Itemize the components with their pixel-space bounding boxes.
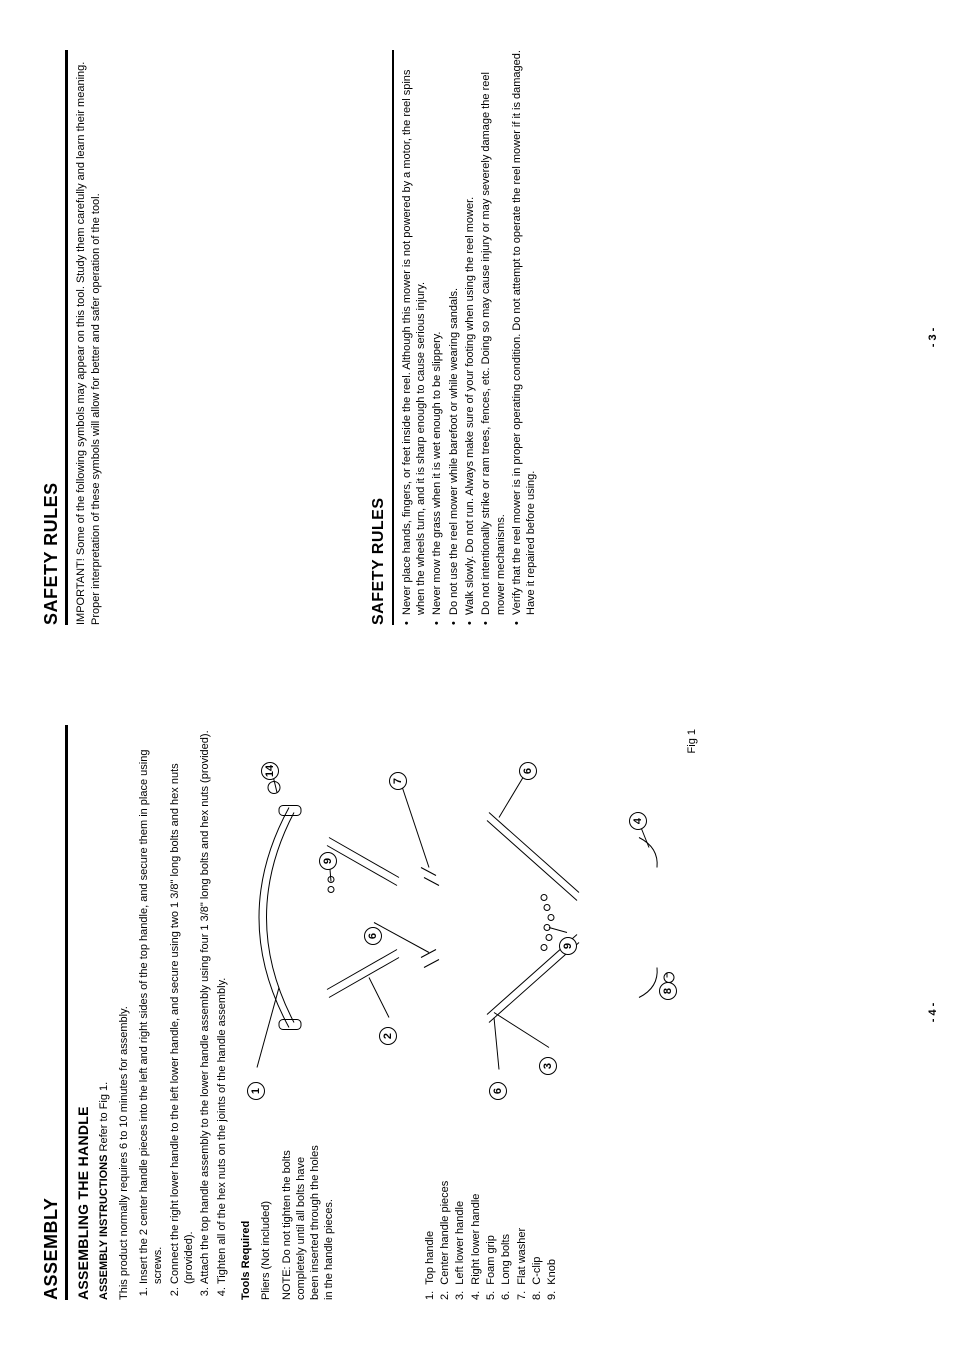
callout-1: 1 <box>247 1082 265 1100</box>
assembly-step: Tighten all of the hex nuts on the joint… <box>215 725 229 1284</box>
part-item: 2. Center handle pieces <box>438 1140 452 1300</box>
figure-column: 1 14 9 2 6 7 6 6 3 9 4 8 Fig 1 <box>239 725 699 1130</box>
callout-6: 6 <box>489 1082 507 1100</box>
callout-9: 9 <box>319 852 337 870</box>
assembly-step: Insert the 2 center handle pieces into t… <box>137 725 166 1284</box>
callout-9: 9 <box>559 937 577 955</box>
assembly-step: Attach the top handle assembly to the lo… <box>198 725 212 1284</box>
tools-and-figure-row: Tools Required Pliers (Not included) NOT… <box>239 725 699 1300</box>
assembly-step: Connect the right lower handle to the le… <box>168 725 197 1284</box>
part-item: 9. Knob <box>545 1140 559 1300</box>
assembly-instructions-ref: Refer to Fig 1. <box>98 1082 110 1155</box>
safety-intro: IMPORTANT! Some of the following symbols… <box>74 50 103 625</box>
safety-bullet: Do not use the reel mower while barefoot… <box>447 50 461 625</box>
assembling-handle-subhead: ASSEMBLING THE HANDLE <box>74 725 92 1300</box>
callout-2: 2 <box>379 1027 397 1045</box>
tools-column: Tools Required Pliers (Not included) NOT… <box>239 1140 699 1300</box>
safety-bullet: Verify that the reel mower is in proper … <box>510 50 539 625</box>
safety-bullet: Do not intentionally strike or ram trees… <box>479 50 508 625</box>
safety-bullet: Walk slowly. Do not run. Always make sur… <box>463 50 477 625</box>
part-item: 7. Flat washer <box>515 1140 529 1300</box>
tools-pliers: Pliers (Not included) <box>259 1140 273 1300</box>
callout-3: 3 <box>539 1057 557 1075</box>
callout-7: 7 <box>389 772 407 790</box>
part-item: 6. Long bolts <box>499 1140 513 1300</box>
page-number-3: - 3 - <box>926 0 940 675</box>
assembly-time-note: This product normally requires 6 to 10 m… <box>117 725 131 1300</box>
part-item: 8. C-clip <box>530 1140 544 1300</box>
callout-14: 14 <box>261 762 279 780</box>
page-3: SAFETY RULES IMPORTANT! Some of the foll… <box>0 0 954 675</box>
symbol-area-placeholder <box>109 50 369 625</box>
page-4: ASSEMBLY ASSEMBLING THE HANDLE ASSEMBLY … <box>0 675 954 1350</box>
safety-rules-heading-2: SAFETY RULES <box>369 50 394 625</box>
assembly-heading: ASSEMBLY <box>40 725 68 1300</box>
figure-1: 1 14 9 2 6 7 6 6 3 9 4 8 Fig 1 <box>239 725 699 1130</box>
safety-bullet: Never place hands, fingers, or feet insi… <box>400 50 429 625</box>
callout-4: 4 <box>629 812 647 830</box>
exploded-diagram <box>239 725 699 1130</box>
part-item: 5. Foam grip <box>484 1140 498 1300</box>
parts-list: 1. Top handle 2. Center handle pieces 3.… <box>423 1140 560 1300</box>
callout-6: 6 <box>364 927 382 945</box>
spacer <box>343 1140 423 1300</box>
part-item: 4. Right lower handle <box>469 1140 483 1300</box>
safety-bullet: Never mow the grass when it is wet enoug… <box>430 50 444 625</box>
callout-8: 8 <box>659 982 677 1000</box>
part-item: 1. Top handle <box>423 1140 437 1300</box>
tools-required-title: Tools Required <box>239 1140 253 1300</box>
assembly-instructions-line: ASSEMBLY INSTRUCTIONS Refer to Fig 1. <box>97 725 111 1300</box>
safety-bullets: Never place hands, fingers, or feet insi… <box>400 50 539 625</box>
figure-label: Fig 1 <box>685 729 699 753</box>
part-item: 3. Left lower handle <box>453 1140 467 1300</box>
assembly-steps: Insert the 2 center handle pieces into t… <box>137 725 229 1300</box>
assembly-instructions-label: ASSEMBLY INSTRUCTIONS <box>98 1155 110 1300</box>
callout-6: 6 <box>519 762 537 780</box>
safety-rules-heading-1: SAFETY RULES <box>40 50 68 625</box>
tools-note: NOTE: Do not tighten the bolts completel… <box>280 1140 337 1300</box>
page-number-4: - 4 - <box>926 675 940 1350</box>
